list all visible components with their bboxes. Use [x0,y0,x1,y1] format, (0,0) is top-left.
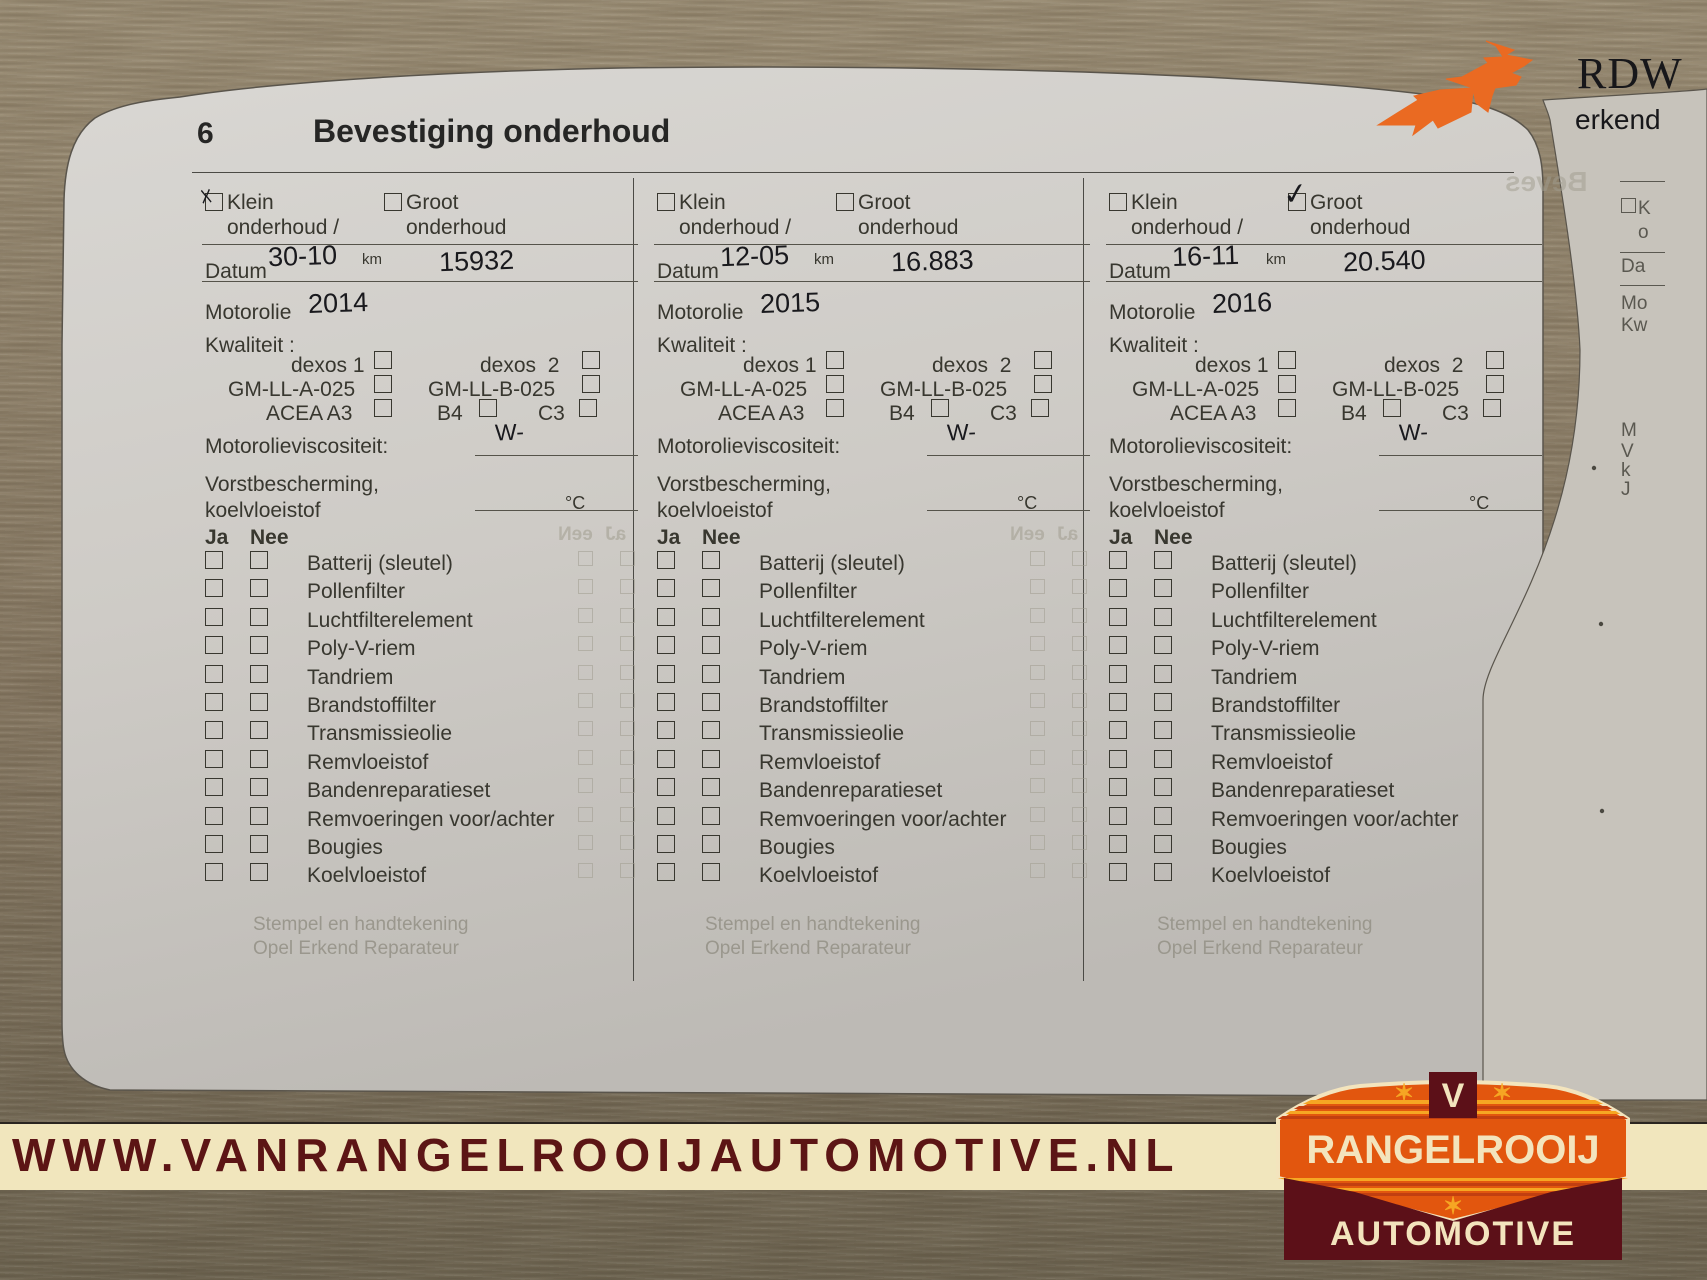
svg-text:V: V [1442,1077,1465,1115]
svg-text:AUTOMOTIVE: AUTOMOTIVE [1330,1215,1576,1253]
svg-text:RANGELROOIJ: RANGELROOIJ [1306,1128,1599,1172]
svg-text:✶: ✶ [1394,1080,1414,1107]
svg-text:✶: ✶ [1492,1080,1512,1107]
